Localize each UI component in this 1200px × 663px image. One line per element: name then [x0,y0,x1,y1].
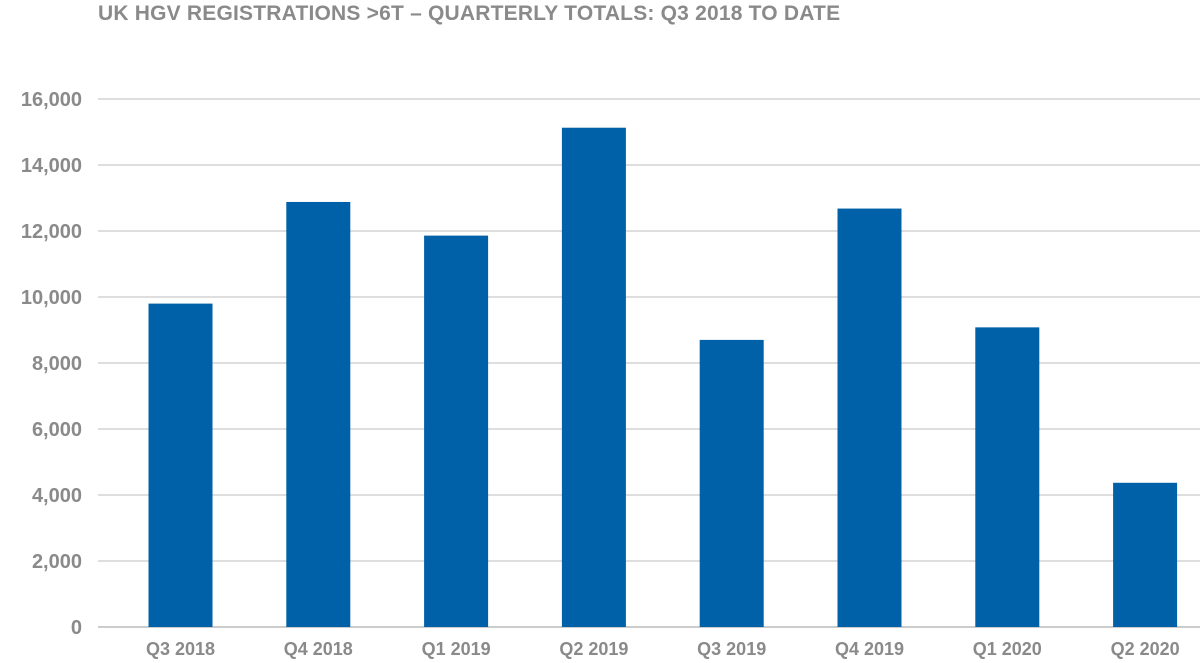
y-tick-label: 10,000 [21,287,82,309]
y-tick-label: 8,000 [32,353,82,375]
bar [699,339,764,627]
y-tick-label: 12,000 [21,221,82,243]
x-tick-label: Q3 2018 [146,639,215,659]
x-tick-label: Q1 2019 [422,639,491,659]
bar [561,127,626,628]
x-axis-category-labels: Q3 2018 Q4 2018 Q1 2019 Q2 2019 Q3 2019 Q4 20… [146,639,1180,659]
chart-title: UK HGV REGISTRATIONS >6T – QUARTERLY TOT… [98,2,841,25]
x-tick-label: Q4 2019 [835,639,904,659]
x-tick-label: Q1 2020 [973,639,1042,659]
bar [1113,482,1178,627]
y-tick-label: 4,000 [32,485,82,507]
x-tick-label: Q3 2019 [697,639,766,659]
bar [286,201,351,627]
y-tick-label: 6,000 [32,419,82,441]
x-tick-label: Q2 2020 [1111,639,1180,659]
bar [148,303,213,627]
bars [148,127,1178,628]
y-tick-label: 0 [71,617,82,639]
y-tick-label: 2,000 [32,551,82,573]
bar [424,235,489,627]
y-tick-label: 14,000 [21,155,82,177]
x-tick-label: Q4 2018 [284,639,353,659]
bar [837,208,902,627]
y-tick-label: 16,000 [21,89,82,111]
x-tick-label: Q2 2019 [559,639,628,659]
bar [975,327,1040,627]
y-axis-tick-labels: 0 2,000 4,000 6,000 8,000 10,000 12,000 14,000 1… [21,89,82,639]
